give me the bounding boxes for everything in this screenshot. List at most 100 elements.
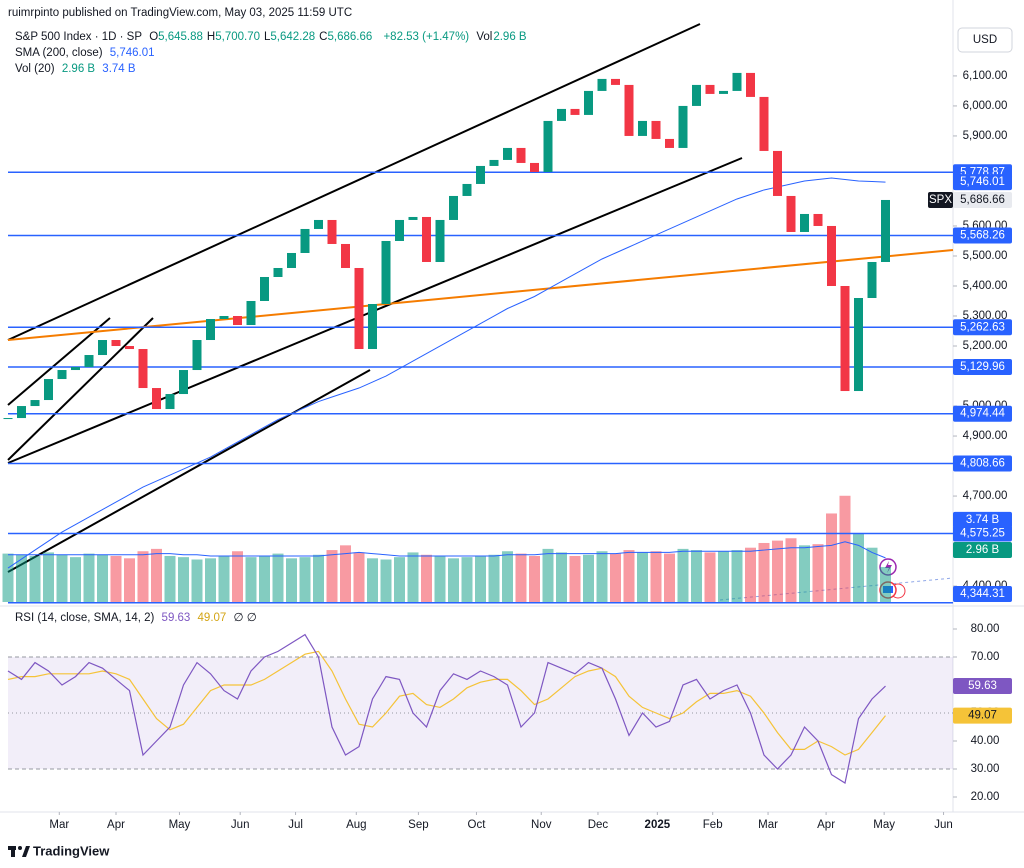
candle [773,150,782,196]
price-label: 5,568.26 [960,230,1005,242]
volume-bar [556,552,567,602]
candle [584,90,593,115]
footer-logo [8,846,30,857]
volume-bar [259,555,270,602]
candle [354,267,364,350]
y-tick-label: 70.00 [971,651,1000,663]
volume-bar [664,553,675,602]
volume-bar [637,552,648,602]
price-label-box [953,191,1012,208]
candle [732,72,742,91]
price-label: 49.07 [968,710,997,722]
volume-bar [785,538,797,602]
ohlc-key: C [319,31,328,43]
volume-bar [83,553,95,602]
candle [138,349,148,389]
price-label-box [953,405,1012,422]
candle [273,267,283,277]
rsi-sma-value: 49.07 [197,612,227,624]
volume-bar [421,554,432,602]
y-tick-label: 4,900.00 [963,430,1008,442]
price-label-box [953,455,1012,472]
price-label: 3.74 B [966,514,1000,526]
candle [800,213,809,232]
volume-bar [488,554,500,602]
volume-bar [407,552,419,602]
volume-bar [448,558,459,602]
volume-bar [812,544,824,602]
volume-bar [583,554,594,602]
candle [206,319,215,341]
volume-bar [97,554,108,602]
volume-ma-line [8,541,886,559]
vol-legend: Vol (20) 2.96 B 3.74 B [15,63,140,75]
volume-bar [2,553,14,602]
volume-bar [650,551,662,602]
price-label-box [953,707,1012,724]
candle [638,120,647,136]
candle [368,304,377,350]
price-label-box [953,174,1012,191]
candle [179,370,188,395]
candle [449,195,458,220]
price-label: 5,129.96 [960,361,1005,373]
candle [57,370,67,380]
volume-bar [326,550,338,602]
candle [489,159,499,166]
candle [503,147,512,160]
candle [260,276,269,301]
candle [192,340,202,371]
y-tick-label: 20.00 [971,791,1000,803]
candle [98,340,107,356]
volume-bar [380,559,392,602]
volume-bar [569,555,581,602]
currency[interactable]: USD [973,34,997,46]
volume-bar [745,547,756,602]
volume-bar [218,555,230,602]
ohlc-key: O [149,31,159,43]
volume-bar [367,558,378,602]
x-tick-label: Jun [231,819,250,831]
price-label: 5,262.63 [960,321,1005,333]
candle [854,297,863,392]
rsi-line [7,633,886,784]
candle [30,400,40,407]
y-tick-label: 5,900.00 [963,130,1008,142]
logo-part [18,846,22,850]
candle [692,84,701,106]
volume-bar [718,551,729,602]
publisher-text: ruimrpinto published on TradingView.com,… [8,7,353,19]
volume-bar [731,550,743,602]
ohlc: O5,645.88 H5,700.70 L5,642.28 C5,686.66 [149,31,376,43]
candle [746,72,755,97]
candle [395,219,404,241]
vol-key: Vol [476,31,493,43]
trend-drawings [7,23,954,601]
price-label-box [953,678,1012,695]
candle [152,388,161,410]
candle [233,316,242,326]
volume-bar [340,545,351,602]
candle [867,261,877,298]
candle [300,228,310,253]
price-label: 4,974.44 [960,408,1005,420]
volume-bar [394,557,405,602]
price-label-box [928,191,953,208]
candle [341,243,350,268]
volume-bar [758,542,770,602]
y-tick-label: 30.00 [971,763,1000,775]
y-tick-label: 4,700.00 [963,490,1008,502]
currency-box[interactable] [957,27,1013,53]
candle [111,340,121,347]
candle [327,219,337,244]
x-tick-label: Oct [468,819,487,831]
candle [422,216,431,262]
volume-bar [191,559,203,602]
volume-bar [799,545,810,602]
price-label: 5,686.66 [960,194,1005,206]
vol-name: Vol (20) [15,63,55,75]
volume-bar [772,540,783,602]
volume-bar [286,558,297,602]
sma-line [7,177,886,569]
